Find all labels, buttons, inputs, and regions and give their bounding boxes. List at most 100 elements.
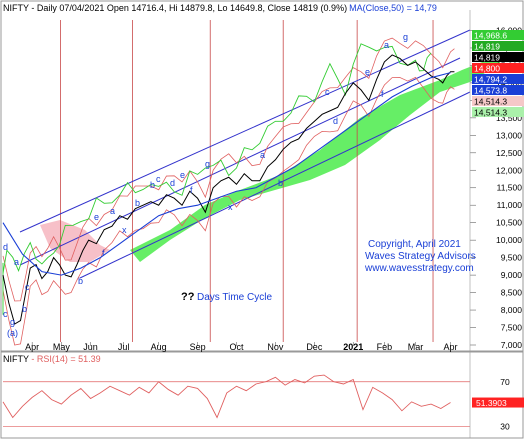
time-cycle-text: Days Time Cycle (197, 292, 272, 303)
channel-mid-line (19, 57, 461, 266)
x-tick-label: Aug (151, 342, 167, 352)
y-tick-label: 10,500 (496, 218, 522, 228)
wave-label: b (22, 304, 27, 314)
wave-label: e (180, 170, 185, 180)
wave-label: a (110, 206, 115, 216)
price-badge (472, 85, 524, 95)
x-tick-label: Apr (444, 342, 458, 352)
trend-channel (19, 29, 471, 279)
wave-label: a (260, 150, 265, 160)
price-badge-label: 14,573.8 (474, 86, 507, 96)
website-text: www.wavesstrategy.com (364, 263, 474, 274)
y-tick-label: 12,000 (496, 165, 522, 175)
y-tick-label: 8,000 (501, 305, 523, 315)
lagging-span-line (2, 43, 432, 315)
x-tick-label: Nov (267, 342, 284, 352)
y-tick-label: 10,000 (496, 235, 522, 245)
wave-label: e (365, 67, 370, 77)
wave-label: a (384, 40, 389, 50)
ma-line (2, 72, 451, 276)
rsi-header: NIFTY - RSI(14) = 51.39 (3, 354, 101, 364)
price-badges: 14,968.614,81914,81914,80014,794.214,573… (472, 30, 524, 118)
wave-label: x (122, 225, 127, 235)
y-tick-label: 8,500 (501, 288, 523, 298)
price-badge (472, 96, 524, 106)
wave-label: g (403, 32, 408, 42)
wave-label: c (325, 87, 330, 97)
rsi-badge: 51.3903 (472, 397, 524, 408)
wave-label: a (14, 257, 19, 267)
rsi-series (2, 374, 451, 419)
wave-label: g (205, 159, 210, 169)
rsi-tick-label: 30 (500, 421, 510, 431)
price-badge-label: 14,968.6 (474, 31, 507, 41)
y-tick-label: 13,500 (496, 113, 522, 123)
price-badge (472, 52, 524, 62)
price-line (2, 54, 455, 325)
x-tick-label: Jul (118, 342, 130, 352)
wave-label: b (278, 178, 283, 188)
rsi-badge-box (472, 397, 524, 408)
y-tick-label: 13,000 (496, 130, 522, 140)
wave-label: (a) (7, 328, 18, 338)
ma-series (2, 72, 451, 276)
company-text: Waves Strategy Advisors (365, 251, 476, 262)
x-tick-label: Jun (83, 342, 98, 352)
x-tick-label: Oct (229, 342, 244, 352)
price-badge-label: 14,819 (474, 42, 500, 52)
rsi-line (2, 374, 451, 419)
wave-label: c (3, 309, 8, 319)
chart-header: NIFTY - Daily 07/04/2021 Open 14716.4, H… (3, 3, 437, 13)
y-tick-label: 7,000 (501, 340, 523, 350)
y-tick-label: 11,500 (497, 183, 523, 193)
question-marks: ?? (181, 291, 195, 303)
y-tick-label: 11,000 (497, 200, 523, 210)
price-series (2, 54, 455, 325)
price-badge-label: 14,819 (474, 53, 500, 63)
wave-label: b (78, 276, 83, 286)
rsi-panel-frame (0, 351, 524, 439)
cloud-bull-area (130, 55, 500, 262)
rsi-header-label: - RSI(14) = 51.39 (29, 354, 101, 364)
wave-label: g (10, 317, 15, 327)
y-tick-label: 9,500 (501, 253, 523, 263)
wave-label: d (3, 242, 8, 252)
x-tick-label: May (53, 342, 71, 352)
price-badge-label: 14,514.3 (474, 108, 507, 118)
wave-label: x (228, 202, 233, 212)
x-tick-label: Apr (25, 342, 39, 352)
rsi-y-axis: 30 70 (3, 352, 510, 438)
x-axis: Apr May Jun Jul Aug Sep Oct Nov Dec 2021 Feb Mar Apr (25, 342, 458, 352)
price-badge (472, 107, 524, 117)
price-badge (472, 74, 524, 84)
header-symbol: NIFTY (3, 3, 29, 13)
channel-lower-line (79, 91, 471, 279)
y-tick-label: 9,000 (501, 270, 523, 280)
wave-label: c (25, 282, 30, 292)
wave-label: f (190, 185, 193, 195)
price-badge (472, 30, 524, 40)
wave-label: f (381, 89, 384, 99)
price-badge-label: 14,800 (474, 64, 500, 74)
cloud-bear-area (40, 220, 110, 262)
x-tick-label: Feb (377, 342, 393, 352)
x-tick-label: Mar (408, 342, 424, 352)
channel-upper-line (19, 29, 471, 233)
rsi-tick-label: 70 (500, 377, 510, 387)
rsi-header-symbol: NIFTY (3, 354, 29, 364)
price-badge (472, 63, 524, 73)
rsi-badge-label: 51.3903 (476, 398, 507, 408)
price-badge (472, 41, 524, 51)
copyright-text: Copyright, April 2021 (368, 239, 461, 250)
x-tick-label: Sep (190, 342, 206, 352)
y-tick-label: 7,500 (501, 323, 523, 333)
wave-labels: d a c g (a) b c b f e a x b b c d e f g … (3, 32, 408, 338)
wave-label: c (156, 174, 161, 184)
lagging-line (2, 43, 432, 315)
wave-label: f (102, 248, 105, 258)
wave-label: b (135, 198, 140, 208)
x-tick-label: 2021 (343, 342, 363, 352)
wave-label: d (170, 178, 175, 188)
price-badge-label: 14,794.2 (474, 75, 507, 85)
